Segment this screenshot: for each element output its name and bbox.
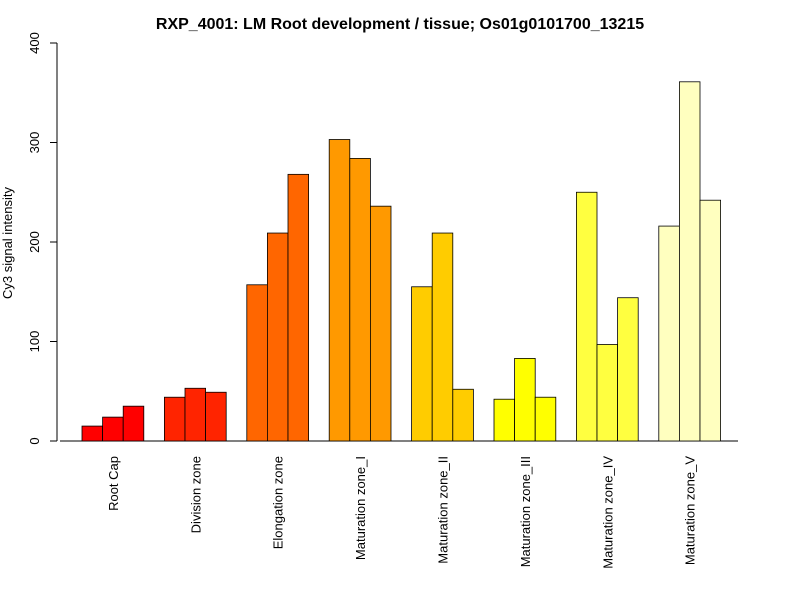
category-label: Maturation zone_V — [683, 456, 698, 565]
bar — [431, 232, 454, 442]
bar — [658, 225, 680, 442]
bar — [246, 284, 268, 442]
bar — [122, 405, 145, 442]
bar — [514, 358, 536, 442]
chart-title: RXP_4001: LM Root development / tissue; … — [156, 16, 644, 33]
y-tick-label: 100 — [27, 331, 42, 353]
bar — [349, 158, 371, 442]
bar — [184, 387, 207, 442]
bar — [287, 173, 310, 442]
y-tick-label: 0 — [27, 437, 42, 444]
bar — [452, 388, 474, 442]
category-label: Maturation zone_II — [436, 456, 451, 564]
category-labels: Root Cap Division zone Elongation zone Matu… — [106, 456, 698, 569]
category-label: Root Cap — [106, 456, 121, 511]
bar — [576, 191, 598, 442]
bar — [534, 396, 557, 442]
category-label: Maturation zone_I — [353, 456, 368, 560]
category-label: Maturation zone_IV — [600, 456, 615, 569]
bar — [266, 232, 289, 442]
category-label: Division zone — [188, 456, 203, 533]
bar — [679, 81, 701, 442]
bar — [81, 425, 104, 442]
category-label: Elongation zone — [271, 456, 286, 549]
bar — [328, 139, 351, 442]
bar — [205, 391, 227, 442]
bar — [493, 398, 516, 442]
bar — [617, 297, 639, 442]
bar — [102, 416, 124, 442]
bars — [81, 81, 722, 442]
bar — [596, 344, 619, 442]
bar — [163, 396, 186, 442]
bar — [411, 286, 433, 442]
category-label: Maturation zone_III — [518, 456, 533, 567]
bar — [699, 199, 722, 442]
y-axis: 0 100 200 300 400 — [27, 32, 58, 445]
bar — [369, 205, 392, 442]
y-tick-label: 300 — [27, 132, 42, 154]
y-tick-label: 200 — [27, 231, 42, 253]
y-axis-label: Cy3 signal intensity — [0, 187, 15, 299]
y-tick-label: 400 — [27, 32, 42, 54]
